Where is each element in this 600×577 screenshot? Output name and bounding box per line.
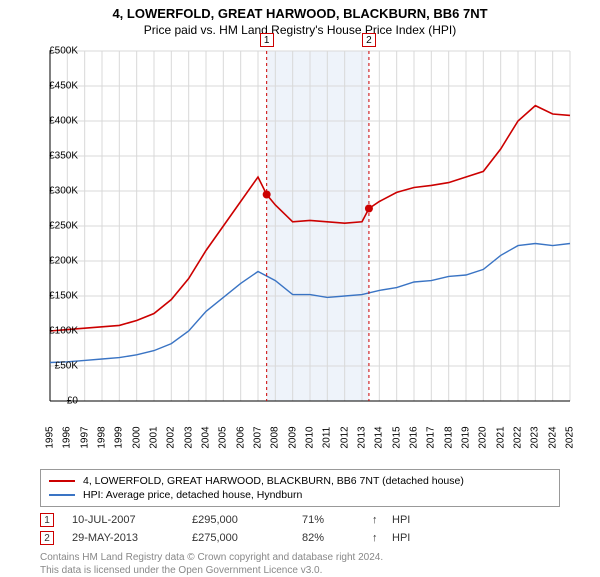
legend-row: HPI: Average price, detached house, Hynd… <box>49 488 551 502</box>
arrow-up-icon: ↑ <box>372 514 392 526</box>
x-axis-label: 2006 <box>235 426 246 448</box>
legend-row: 4, LOWERFOLD, GREAT HARWOOD, BLACKBURN, … <box>49 474 551 488</box>
event-date: 29-MAY-2013 <box>72 532 192 544</box>
y-axis-label: £500K <box>28 46 78 57</box>
legend-swatch <box>49 480 75 482</box>
event-row: 1 10-JUL-2007£295,00071%↑HPI <box>40 513 560 527</box>
legend: 4, LOWERFOLD, GREAT HARWOOD, BLACKBURN, … <box>40 469 560 507</box>
y-axis-label: £250K <box>28 221 78 232</box>
legend-label: HPI: Average price, detached house, Hynd… <box>83 489 302 501</box>
y-axis-label: £200K <box>28 256 78 267</box>
x-axis-label: 2019 <box>461 426 472 448</box>
y-axis-label: £450K <box>28 81 78 92</box>
x-axis-label: 2014 <box>374 426 385 448</box>
x-axis-label: 2024 <box>547 426 558 448</box>
event-date: 10-JUL-2007 <box>72 514 192 526</box>
x-axis-label: 2000 <box>131 426 142 448</box>
x-axis-label: 2017 <box>426 426 437 448</box>
x-axis-label: 2018 <box>443 426 454 448</box>
arrow-up-icon: ↑ <box>372 532 392 544</box>
event-vs: HPI <box>392 514 410 526</box>
chart-marker-1: 1 <box>260 33 274 47</box>
x-axis-label: 2013 <box>357 426 368 448</box>
x-axis-label: 2020 <box>478 426 489 448</box>
x-axis-label: 2007 <box>253 426 264 448</box>
x-axis-label: 2002 <box>166 426 177 448</box>
x-axis-label: 2011 <box>322 427 333 449</box>
y-axis-label: £100K <box>28 326 78 337</box>
event-row: 2 29-MAY-2013£275,00082%↑HPI <box>40 531 560 545</box>
chart-marker-2: 2 <box>362 33 376 47</box>
y-axis-label: £150K <box>28 291 78 302</box>
x-axis-label: 2001 <box>149 426 160 448</box>
y-axis-label: £50K <box>28 361 78 372</box>
event-marker: 2 <box>40 531 54 545</box>
x-axis-label: 2005 <box>218 426 229 448</box>
event-price: £295,000 <box>192 514 302 526</box>
x-axis-label: 2015 <box>391 426 402 448</box>
x-axis-label: 2008 <box>270 426 281 448</box>
legend-label: 4, LOWERFOLD, GREAT HARWOOD, BLACKBURN, … <box>83 475 464 487</box>
event-marker: 1 <box>40 513 54 527</box>
x-axis-label: 2016 <box>409 426 420 448</box>
chart-subtitle: Price paid vs. HM Land Registry's House … <box>0 21 600 41</box>
y-axis-label: £300K <box>28 186 78 197</box>
x-axis-label: 2010 <box>305 426 316 448</box>
x-axis-label: 2023 <box>530 426 541 448</box>
y-axis-label: £350K <box>28 151 78 162</box>
x-axis-label: 1995 <box>45 426 56 448</box>
x-axis-label: 1999 <box>114 426 125 448</box>
footer-line-2: This data is licensed under the Open Gov… <box>40 564 560 577</box>
y-axis-label: £400K <box>28 116 78 127</box>
x-axis-label: 2003 <box>183 426 194 448</box>
chart-title: 4, LOWERFOLD, GREAT HARWOOD, BLACKBURN, … <box>0 0 600 21</box>
footer-attribution: Contains HM Land Registry data © Crown c… <box>40 551 560 577</box>
x-axis-label: 2004 <box>201 426 212 448</box>
legend-swatch <box>49 494 75 496</box>
x-axis-label: 1996 <box>62 426 73 448</box>
x-axis-label: 1998 <box>97 426 108 448</box>
x-axis-label: 2012 <box>339 426 350 448</box>
x-axis-label: 2009 <box>287 426 298 448</box>
x-axis-label: 2022 <box>513 426 524 448</box>
event-pct: 82% <box>302 532 372 544</box>
event-price: £275,000 <box>192 532 302 544</box>
y-axis-label: £0 <box>28 396 78 407</box>
x-axis-label: 2025 <box>565 426 576 448</box>
events-table: 1 10-JUL-2007£295,00071%↑HPI 2 29-MAY-2013£… <box>0 513 600 545</box>
x-axis-label: 1997 <box>79 426 90 448</box>
chart-svg <box>40 41 600 421</box>
event-pct: 71% <box>302 514 372 526</box>
chart-area: £0£50K£100K£150K£200K£250K£300K£350K£400… <box>40 41 600 421</box>
event-vs: HPI <box>392 532 410 544</box>
footer-line-1: Contains HM Land Registry data © Crown c… <box>40 551 560 564</box>
x-axis-label: 2021 <box>495 426 506 448</box>
